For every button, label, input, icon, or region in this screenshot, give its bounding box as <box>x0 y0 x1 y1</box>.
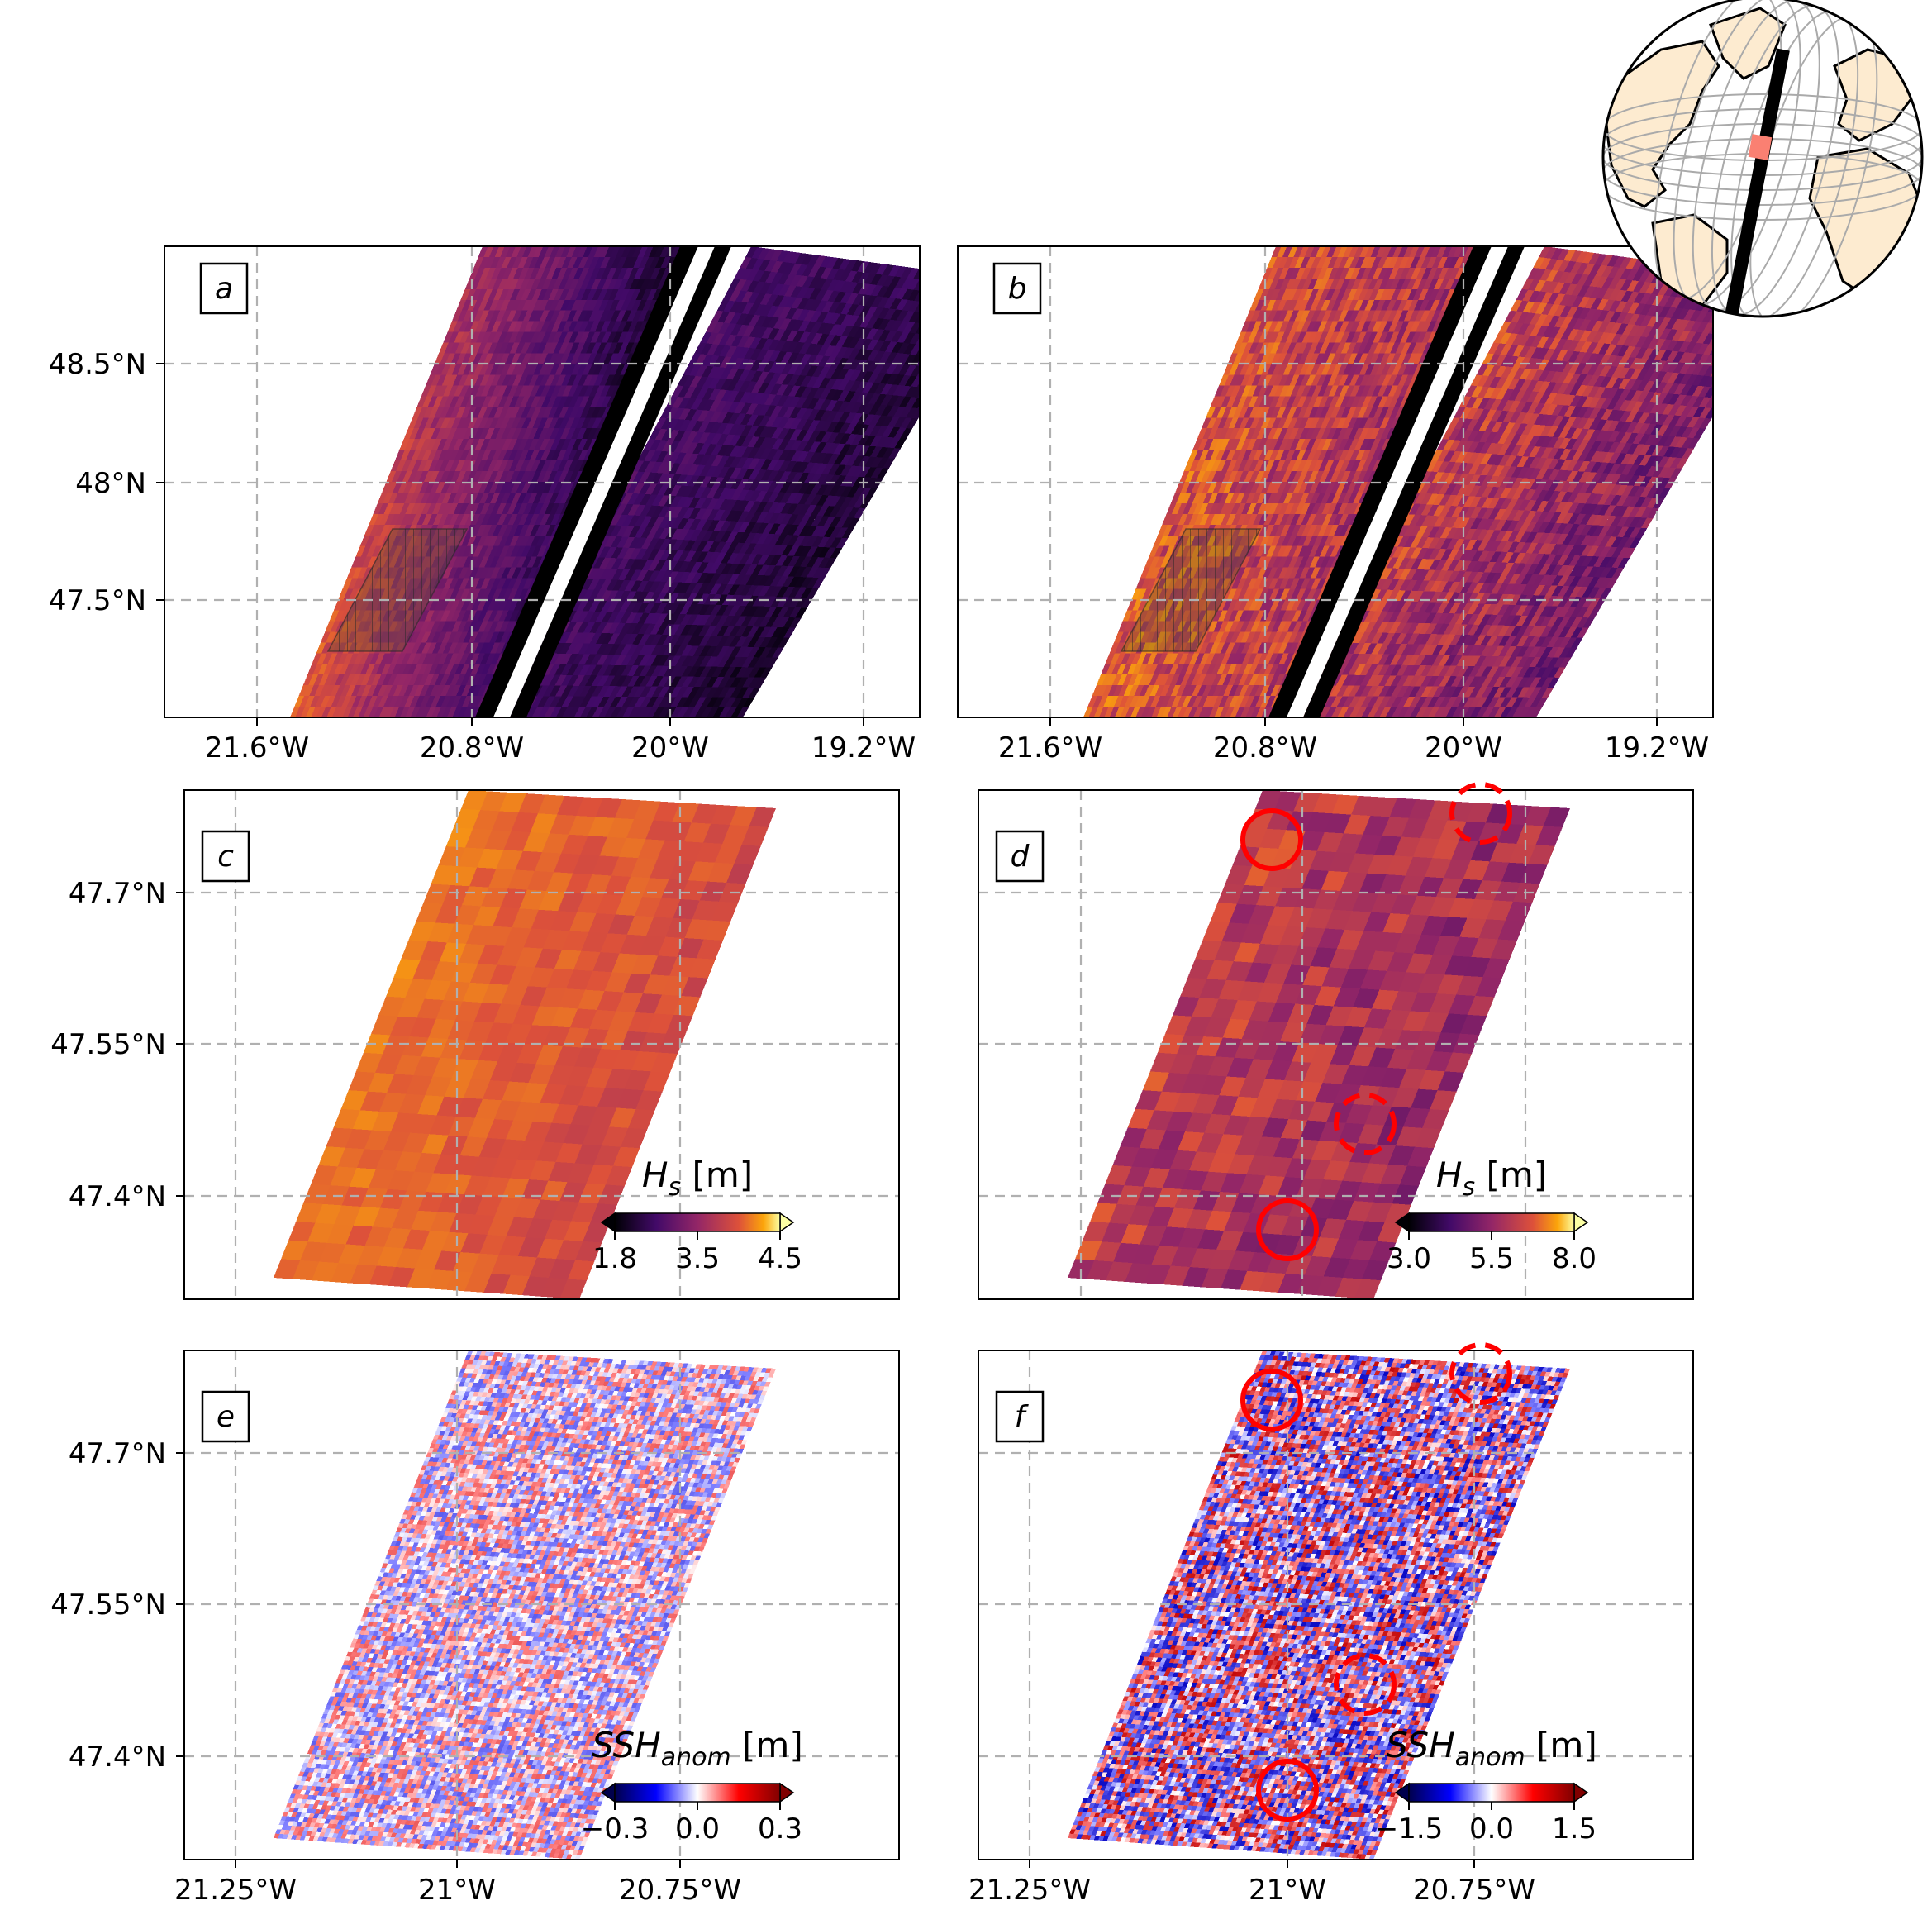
panel-label-box <box>995 830 1045 883</box>
tick-label: 20°W <box>1425 731 1502 764</box>
colorbar-bar <box>1408 1783 1575 1803</box>
panel-label: b <box>1008 272 1027 306</box>
gridlines <box>958 246 1713 717</box>
panel-label-box <box>201 1390 250 1443</box>
colorbar: Hs [m] 1.8 3.5 4.5 <box>592 1155 802 1275</box>
data-swath <box>274 790 776 1299</box>
tick-label: 21.25°W <box>968 1874 1091 1907</box>
tick-label: −0.3 <box>581 1812 650 1846</box>
tick-label: 1.5 <box>1552 1812 1597 1846</box>
data-swath <box>1068 1350 1570 1860</box>
tick-label: 48°N <box>75 467 146 500</box>
satellite-track <box>1722 48 1790 317</box>
data-swath <box>274 1350 776 1860</box>
colorbar-bar <box>614 1212 781 1232</box>
tick-label: 21.6°W <box>205 731 309 764</box>
colorbar-title: SSHanom [m] <box>1386 1725 1597 1772</box>
tick-label: 4.5 <box>758 1242 802 1275</box>
colorbar: SSHanom [m] −0.3 0.0 0.3 <box>581 1725 803 1846</box>
zoom-region <box>1120 528 1262 652</box>
tick-label: 47.7°N <box>69 1437 166 1470</box>
panel-b: b 21.6°W 20.8°W 20°W 19.2°W <box>957 245 1714 764</box>
gridlines <box>184 790 899 1299</box>
tick-label: 1.8 <box>592 1242 637 1275</box>
track-highlight <box>1748 134 1773 160</box>
panel-label: a <box>215 272 233 306</box>
panel-e: e 47.7°N 47.55°N 47.4°N 21.25°W 21°W 20.75°W SS… <box>50 1350 900 1907</box>
panel-label: d <box>1011 840 1030 874</box>
tick-label: 5.5 <box>1469 1242 1514 1275</box>
tick-label: 20.75°W <box>1413 1874 1535 1907</box>
colorbar: Hs [m] 3.0 5.5 8.0 <box>1387 1155 1597 1275</box>
tick-label: 47.4°N <box>69 1741 166 1774</box>
panel-d: d Hs [m] 3.0 5.5 8.0 <box>978 782 1694 1300</box>
panel-frame <box>978 1350 1694 1860</box>
panel-frame <box>978 789 1694 1300</box>
tick-label: 21.25°W <box>174 1874 297 1907</box>
tick-label: 19.2°W <box>811 731 916 764</box>
tick-label: 3.0 <box>1387 1242 1431 1275</box>
dashed-highlight-circle <box>1449 782 1512 845</box>
tick-label: 20°W <box>631 731 709 764</box>
data-swath-right <box>1295 246 1713 717</box>
gridlines <box>978 790 1693 1299</box>
tick-label: 3.5 <box>675 1242 720 1275</box>
tick-label: 19.2°W <box>1605 731 1709 764</box>
tick-label: 20.8°W <box>420 731 524 764</box>
highlight-circle <box>1256 1198 1319 1261</box>
panel-a: a 21.6°W 20.8°W 20°W 19.2°W 48.5°N 48°N 47.5°N <box>49 245 921 764</box>
highlight-circle <box>1256 1759 1319 1822</box>
tick-label: 21°W <box>418 1874 496 1907</box>
globe-outline <box>1601 0 1924 318</box>
panel-label-box <box>995 1390 1045 1443</box>
colorbar-title: Hs [m] <box>642 1155 753 1202</box>
tick-label: 48.5°N <box>49 348 146 381</box>
tick-label: 47.55°N <box>50 1028 166 1061</box>
tick-label: 21°W <box>1249 1874 1326 1907</box>
tick-label: 0.3 <box>758 1812 802 1846</box>
tick-label: 21.6°W <box>998 731 1102 764</box>
dashed-highlight-circle <box>1449 1342 1512 1405</box>
data-swath-right <box>502 246 920 717</box>
tick-label: 0.0 <box>675 1812 720 1846</box>
highlight-circle <box>1240 1369 1303 1431</box>
colorbar: SSHanom [m] −1.5 0.0 1.5 <box>1375 1725 1597 1846</box>
tick-label: 20.8°W <box>1213 731 1317 764</box>
highlight-circle <box>1240 808 1303 871</box>
tick-label: 47.7°N <box>69 877 166 910</box>
panel-label: c <box>217 840 234 874</box>
dashed-highlight-circle <box>1334 1093 1397 1155</box>
colorbar-title: SSHanom [m] <box>592 1725 802 1772</box>
panel-label-box <box>199 262 249 315</box>
colorbar-bar <box>1408 1212 1575 1232</box>
colorbar-bar <box>614 1783 781 1803</box>
data-swath-left <box>290 246 681 717</box>
tick-label: 8.0 <box>1552 1242 1597 1275</box>
dashed-highlight-circle <box>1334 1653 1397 1716</box>
panel-label-box <box>992 262 1042 315</box>
gridlines <box>164 246 920 717</box>
tick-label: 20.75°W <box>619 1874 741 1907</box>
tick-label: 47.55°N <box>50 1588 166 1622</box>
tick-label: 47.5°N <box>49 584 146 617</box>
tick-label: 47.4°N <box>69 1180 166 1213</box>
panel-label-box <box>201 830 250 883</box>
tick-label: −1.5 <box>1375 1812 1444 1846</box>
tick-label: 0.0 <box>1469 1812 1514 1846</box>
colorbar-title: Hs [m] <box>1436 1155 1547 1202</box>
panel-label: e <box>217 1400 235 1434</box>
panel-frame <box>957 245 1714 718</box>
zoom-region <box>326 528 469 652</box>
panel-c: c 47.7°N 47.55°N 47.4°N Hs [m] 1.8 3.5 4.5 <box>50 789 900 1300</box>
